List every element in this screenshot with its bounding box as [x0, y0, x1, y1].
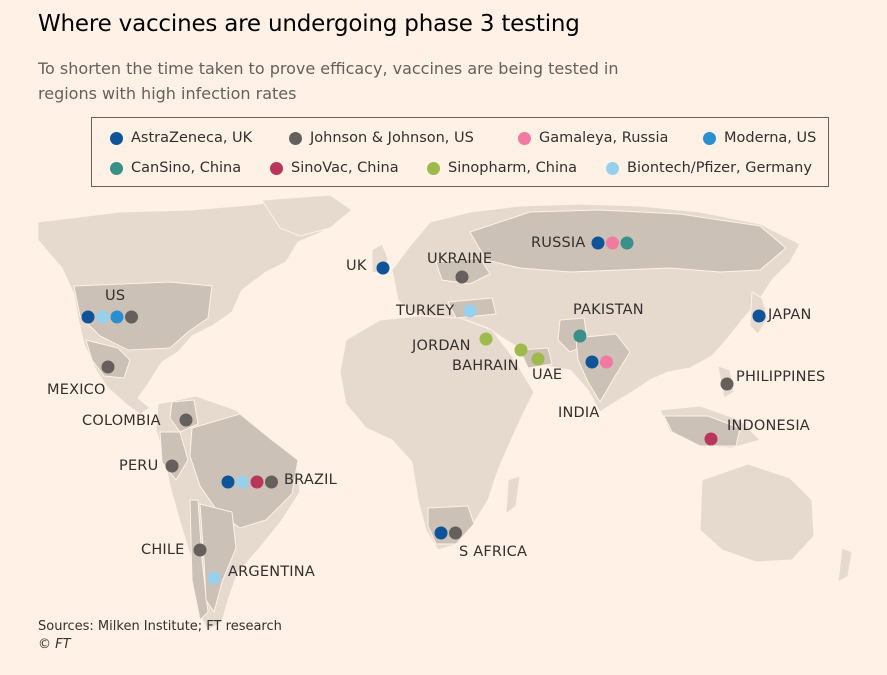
copyright: © FT — [38, 637, 71, 652]
legend-label-astrazeneca: AstraZeneca, UK — [131, 130, 253, 146]
vaccine-dots — [81, 236, 766, 585]
label-colombia: COLOMBIA — [82, 413, 161, 429]
dot-brazil-sinovac — [250, 475, 264, 489]
dot-ukraine-jj — [455, 270, 469, 284]
label-uae: UAE — [532, 367, 563, 383]
dot-japan-astrazeneca — [752, 309, 766, 323]
legend-item-sinopharm: Sinopharm, China — [427, 160, 577, 176]
label-pakistan: PAKISTAN — [573, 302, 644, 318]
dot-brazil-jj — [265, 475, 278, 489]
dot-uae-sinopharm — [531, 352, 545, 366]
legend-dot-jj — [289, 131, 302, 145]
legend-item-jj: Johnson & Johnson, US — [289, 130, 474, 146]
dot-us-astrazeneca — [81, 310, 95, 324]
dot-peru-jj — [165, 459, 179, 473]
land-australia — [699, 463, 815, 563]
label-philippines: PHILIPPINES — [736, 369, 826, 385]
footer: Sources: Milken Institute; FT research ©… — [38, 618, 282, 654]
label-bahrain: BAHRAIN — [452, 358, 519, 374]
chart-subtitle: To shorten the time taken to prove effic… — [38, 59, 619, 103]
dot-brazil-biontech — [236, 475, 249, 489]
legend-item-cansino: CanSino, China — [110, 160, 241, 176]
dot-s-africa-jj — [449, 526, 462, 540]
dot-us-moderna — [110, 310, 124, 324]
dot-s-africa-astrazeneca — [434, 526, 448, 540]
dot-turkey-biontech — [463, 304, 477, 318]
label-chile: CHILE — [141, 542, 185, 558]
label-japan: JAPAN — [768, 307, 812, 323]
dot-us-jj — [125, 310, 138, 324]
dot-brazil-astrazeneca — [221, 475, 235, 489]
legend-label-moderna: Moderna, US — [724, 130, 817, 146]
dot-argentina-biontech — [207, 571, 221, 585]
label-us: US — [105, 288, 126, 304]
legend-item-gamaleya: Gamaleya, Russia — [518, 130, 668, 146]
legend: AstraZeneca, UK Johnson & Johnson, US Ga… — [91, 117, 829, 187]
label-indonesia: INDONESIA — [727, 418, 810, 434]
dot-colombia-jj — [179, 413, 193, 427]
country-s-africa-shape — [427, 505, 475, 545]
legend-item-sinovac: SinoVac, China — [270, 160, 399, 176]
label-ukraine: UKRAINE — [427, 251, 493, 267]
legend-dot-sinopharm — [427, 161, 440, 175]
country-brazil-shape — [189, 413, 299, 529]
label-turkey: TURKEY — [396, 303, 455, 319]
legend-item-biontech: Biontech/Pfizer, Germany — [606, 160, 812, 176]
dot-russia-cansino — [620, 236, 634, 250]
label-s-africa: S AFRICA — [459, 544, 528, 560]
legend-dot-moderna — [703, 131, 716, 145]
legend-label-gamaleya: Gamaleya, Russia — [539, 130, 669, 146]
dot-chile-jj — [193, 543, 207, 557]
legend-label-jj: Johnson & Johnson, US — [310, 130, 474, 146]
dot-india-gamaleya — [600, 355, 613, 369]
dot-uk-astrazeneca — [376, 261, 390, 275]
land-africa — [339, 315, 535, 551]
legend-dot-biontech — [606, 161, 619, 175]
legend-item-moderna: Moderna, US — [703, 130, 816, 146]
country-india-shape — [575, 333, 631, 403]
country-argentina-shape — [199, 503, 237, 614]
dot-philippines-jj — [720, 377, 734, 391]
label-india: INDIA — [558, 405, 600, 421]
legend-label-cansino: CanSino, China — [131, 160, 242, 176]
legend-label-sinopharm: Sinopharm, China — [448, 160, 578, 176]
land-greenland — [261, 194, 353, 237]
dot-mexico-jj — [101, 360, 115, 374]
legend-dot-astrazeneca — [110, 131, 123, 145]
country-mexico-shape — [85, 339, 131, 379]
dot-russia-astrazeneca — [591, 236, 605, 250]
dot-indonesia-sinovac — [704, 432, 718, 446]
label-peru: PERU — [119, 458, 159, 474]
dot-jordan-sinopharm — [479, 332, 493, 346]
dot-india-astrazeneca — [585, 355, 599, 369]
country-indonesia-shape — [663, 415, 741, 447]
legend-dot-cansino — [110, 161, 123, 175]
label-uk: UK — [346, 258, 367, 274]
label-russia: RUSSIA — [531, 235, 586, 251]
legend-label-sinovac: SinoVac, China — [291, 160, 399, 176]
dot-russia-gamaleya — [606, 236, 619, 250]
chart-title: Where vaccines are undergoing phase 3 te… — [38, 11, 580, 37]
legend-item-astrazeneca: AstraZeneca, UK — [110, 130, 252, 146]
label-brazil: BRAZIL — [284, 472, 337, 488]
land-new-zealand — [837, 547, 853, 583]
legend-dot-gamaleya — [518, 131, 531, 145]
legend-dot-sinovac — [270, 161, 283, 175]
label-mexico: MEXICO — [47, 382, 106, 398]
country-us-shape — [73, 281, 213, 351]
legend-label-biontech: Biontech/Pfizer, Germany — [627, 160, 812, 176]
label-jordan: JORDAN — [412, 338, 471, 354]
land-madagascar — [505, 475, 521, 516]
dot-pakistan-cansino — [573, 329, 587, 343]
dot-bahrain-sinopharm — [514, 343, 528, 357]
label-argentina: ARGENTINA — [228, 564, 315, 580]
country-chile-shape — [189, 499, 209, 622]
dot-us-biontech — [96, 310, 109, 324]
sources-note: Sources: Milken Institute; FT research — [38, 619, 282, 634]
